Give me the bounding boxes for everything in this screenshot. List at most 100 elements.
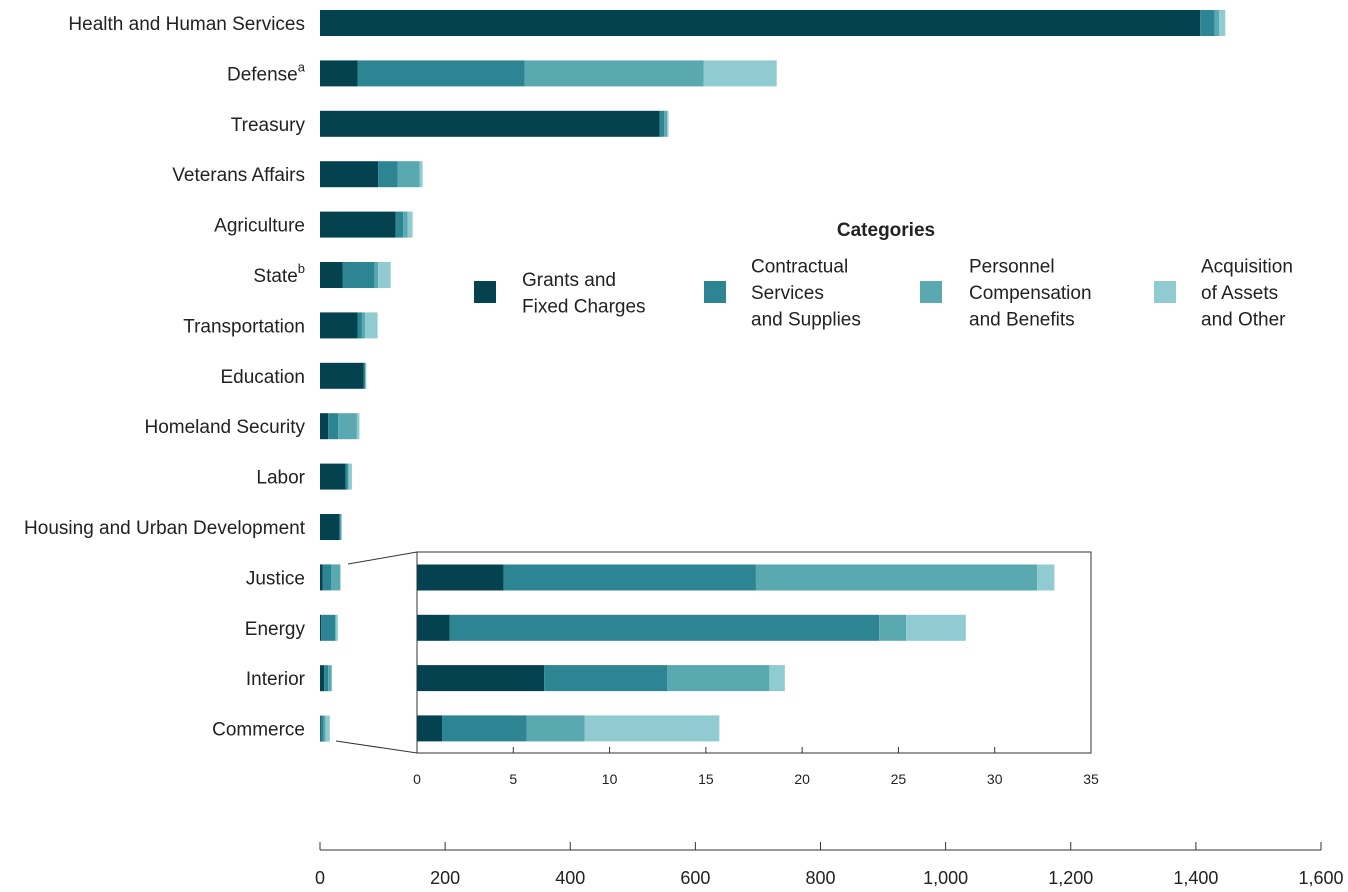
inset-bar-energy-contractual — [449, 614, 880, 641]
bar-interior-grants — [320, 665, 325, 692]
category-label-education: Education — [220, 367, 305, 388]
bar-health-and-human-services-contractual — [1200, 10, 1215, 36]
inset-x-tick-label: 20 — [794, 771, 810, 787]
inset-bar-justice-acquisition — [1037, 564, 1055, 591]
bar-housing-and-urban-development-grants — [320, 514, 340, 540]
bar-health-and-human-services-grants — [320, 10, 1201, 36]
bar-agriculture-personnel — [403, 211, 408, 238]
bar-labor-grants — [320, 463, 346, 490]
bar-veterans-affairs-acquisition — [419, 161, 423, 188]
inset-bar-commerce-grants — [417, 715, 443, 742]
bar-state-contractual — [342, 262, 375, 288]
legend-label-grants: Grants and Fixed Charges — [522, 270, 646, 318]
bar-transportation-grants — [320, 312, 358, 339]
inset-chart: 0 5 10 15 20 25 30 35 — [335, 551, 1099, 787]
bar-interior-contractual — [324, 665, 329, 692]
inset-bar-justice-personnel — [755, 564, 1038, 591]
bar-homeland-security-grants — [320, 413, 329, 440]
inset-bar-energy-grants — [417, 614, 450, 641]
bar-commerce-grants — [320, 715, 321, 742]
category-label-homeland-security: Homeland Security — [144, 417, 305, 438]
bar-health-and-human-services-personnel — [1214, 10, 1220, 36]
inset-bar-interior-acquisition — [769, 665, 785, 692]
x-tick-label: 0 — [315, 868, 325, 888]
inset-bar-justice-grants — [417, 564, 504, 591]
category-label-defense: Defensea — [227, 59, 306, 85]
category-label-state: Stateb — [253, 261, 305, 287]
bar-agriculture-grants — [320, 211, 396, 238]
legend-label-personnel: Personnel Compensation and Benefits — [969, 257, 1092, 331]
category-label-labor: Labor — [256, 468, 305, 489]
category-label-commerce: Commerce — [212, 720, 305, 741]
inset-bar-interior-personnel — [667, 665, 770, 692]
bar-treasury-acquisition — [667, 110, 669, 137]
bar-education-grants — [320, 362, 364, 389]
legend-swatch-contractual — [704, 281, 726, 303]
inset-bar-commerce-contractual — [442, 715, 527, 742]
legend-label-acquisition: Acquisition of Assets and Other — [1201, 257, 1293, 331]
bar-housing-and-urban-development-personnel — [340, 514, 342, 540]
bar-homeland-security-personnel — [338, 413, 357, 440]
bar-justice-acquisition — [340, 564, 341, 591]
bar-treasury-contractual — [659, 110, 665, 137]
bar-commerce-acquisition — [325, 715, 330, 742]
bar-labor-personnel — [347, 463, 349, 490]
category-label-health-and-human-services: Health and Human Services — [68, 14, 305, 35]
inset-x-tick-label: 35 — [1083, 771, 1099, 787]
category-label-energy: Energy — [245, 619, 306, 640]
inset-bar-interior-grants — [417, 665, 545, 692]
x-tick-label: 1,000 — [923, 868, 968, 888]
x-tick-label: 1,400 — [1173, 868, 1218, 888]
bar-labor-acquisition — [348, 463, 352, 490]
x-tick-label: 800 — [805, 868, 835, 888]
category-label-interior: Interior — [246, 669, 306, 690]
footnote-marker: b — [298, 261, 305, 276]
inset-bar-commerce-acquisition — [584, 715, 720, 742]
bar-interior-acquisition — [331, 665, 332, 692]
category-label-treasury: Treasury — [231, 115, 306, 136]
inset-bar-energy-personnel — [879, 614, 907, 641]
inset-frame — [416, 551, 1092, 754]
inset-x-tick-label: 0 — [413, 771, 421, 787]
bar-education-contractual — [363, 362, 366, 389]
legend-swatch-acquisition — [1154, 281, 1176, 303]
bar-state-personnel — [374, 262, 379, 288]
bar-defense-contractual — [357, 60, 525, 87]
bar-veterans-affairs-contractual — [378, 161, 398, 188]
x-tick-label: 1,200 — [1048, 868, 1093, 888]
bar-education-acquisition — [365, 362, 367, 389]
x-tick-label: 400 — [555, 868, 585, 888]
bar-housing-and-urban-development-contractual — [339, 514, 341, 540]
main-x-axis: 0 200 400 600 800 1,000 1,200 1,400 1,600 — [315, 842, 1344, 888]
bar-justice-contractual — [322, 564, 332, 591]
legend: Categories Grants and Fixed Charges Contrac… — [474, 220, 1293, 331]
bar-interior-personnel — [328, 665, 332, 692]
bar-agriculture-contractual — [395, 211, 404, 238]
legend-title: Categories — [837, 220, 935, 241]
bar-homeland-security-contractual — [328, 413, 339, 440]
inset-bar-interior-contractual — [544, 665, 668, 692]
bar-treasury-personnel — [664, 110, 668, 137]
bar-veterans-affairs-personnel — [397, 161, 420, 188]
inset-bar-commerce-personnel — [526, 715, 585, 742]
bar-defense-acquisition — [703, 60, 777, 87]
inset-x-tick-label: 15 — [698, 771, 714, 787]
inset-x-tick-label: 30 — [987, 771, 1003, 787]
bar-commerce-contractual — [320, 715, 324, 742]
inset-x-tick-label: 10 — [602, 771, 618, 787]
category-label-justice: Justice — [246, 568, 305, 589]
bar-justice-personnel — [331, 564, 341, 591]
x-tick-label: 600 — [680, 868, 710, 888]
inset-connector-top — [347, 551, 418, 565]
bar-energy-personnel — [335, 614, 336, 641]
bar-defense-personnel — [524, 60, 704, 87]
bar-education-personnel — [365, 362, 366, 389]
footnote-marker: a — [298, 59, 306, 74]
bar-veterans-affairs-grants — [320, 161, 379, 188]
bar-health-and-human-services-acquisition — [1219, 10, 1226, 36]
category-labels: Health and Human Services Defensea Treasur… — [24, 14, 306, 741]
bar-state-grants — [320, 262, 343, 288]
category-label-veterans-affairs: Veterans Affairs — [172, 165, 305, 186]
legend-label-contractual: Contractual Services and Supplies — [751, 257, 861, 331]
